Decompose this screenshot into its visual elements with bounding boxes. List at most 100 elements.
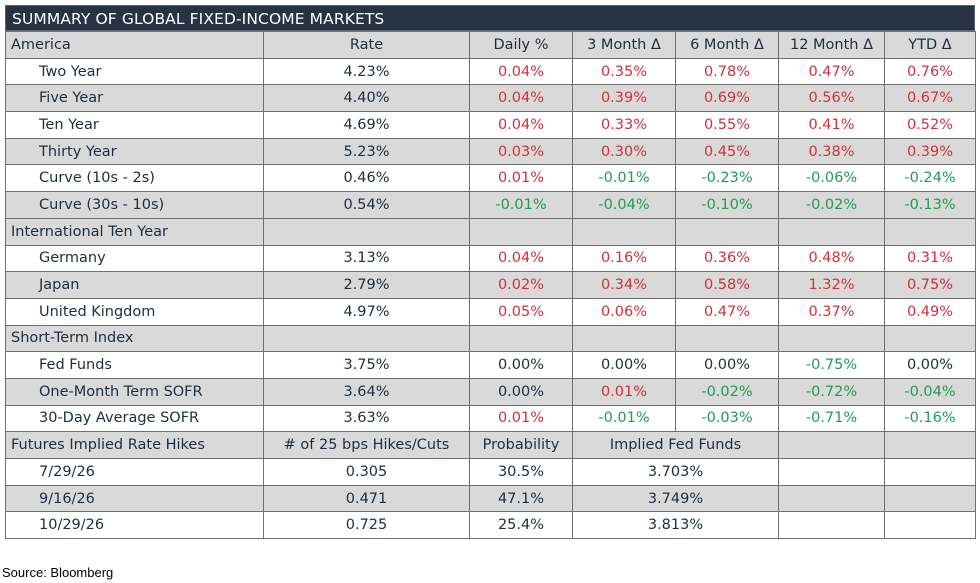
row-label: United Kingdom xyxy=(5,297,264,326)
change-cell: 0.04% xyxy=(469,84,573,113)
empty-cell xyxy=(884,484,976,513)
change-cell: -0.04% xyxy=(572,191,676,219)
change-cell: 0.45% xyxy=(675,137,779,166)
change-cell: -0.71% xyxy=(778,404,885,433)
column-header-daily: Daily % xyxy=(469,31,573,59)
rate-cell: 4.69% xyxy=(263,111,470,139)
change-cell: 0.56% xyxy=(778,84,885,113)
change-cell: -0.01% xyxy=(572,164,676,193)
change-cell: -0.10% xyxy=(675,191,779,219)
change-cell: 0.36% xyxy=(675,244,779,273)
change-cell: 0.00% xyxy=(675,351,779,379)
rate-cell: 0.54% xyxy=(263,191,470,219)
change-cell: -0.01% xyxy=(469,191,573,219)
column-header-implied-fed-funds: Implied Fed Funds xyxy=(572,431,779,459)
empty-cell xyxy=(778,458,885,486)
change-cell: 0.47% xyxy=(778,57,885,86)
futures-implied: 3.813% xyxy=(572,511,779,540)
change-cell: 0.06% xyxy=(572,297,676,326)
column-header-probability: Probability xyxy=(469,431,573,459)
table-title: SUMMARY OF GLOBAL FIXED-INCOME MARKETS xyxy=(5,5,975,31)
change-cell: -0.06% xyxy=(778,164,885,193)
change-cell: -0.01% xyxy=(572,404,676,433)
change-cell: 0.67% xyxy=(884,84,976,113)
table-row: Curve (10s - 2s) 0.46% 0.01% -0.01% -0.23% -0… xyxy=(5,164,976,193)
change-cell: 0.02% xyxy=(469,271,573,299)
table-row: Germany 3.13% 0.04% 0.16% 0.36% 0.48% 0.31% xyxy=(5,244,976,273)
section-label-international: International Ten Year xyxy=(5,217,264,246)
change-cell: 0.00% xyxy=(469,377,573,406)
section-label-futures: Futures Implied Rate Hikes xyxy=(5,431,264,459)
rate-cell: 2.79% xyxy=(263,271,470,299)
change-cell: 0.35% xyxy=(572,57,676,86)
change-cell: 0.69% xyxy=(675,84,779,113)
change-cell: 0.16% xyxy=(572,244,676,273)
rate-cell: 5.23% xyxy=(263,137,470,166)
change-cell: 0.01% xyxy=(469,404,573,433)
futures-rows: 7/29/26 0.305 30.5% 3.703% 9/16/26 0.471 47.1%… xyxy=(5,458,976,540)
futures-probability: 25.4% xyxy=(469,511,573,540)
rate-cell: 4.97% xyxy=(263,297,470,326)
rate-cell: 3.75% xyxy=(263,351,470,379)
change-cell: 0.04% xyxy=(469,57,573,86)
change-cell: 0.52% xyxy=(884,111,976,139)
change-cell: 0.38% xyxy=(778,137,885,166)
column-header-6-month: 6 Month Δ xyxy=(675,31,779,59)
row-label: Curve (10s - 2s) xyxy=(5,164,264,193)
column-header-ytd: YTD Δ xyxy=(884,31,976,59)
change-cell: -0.02% xyxy=(778,191,885,219)
change-cell: -0.02% xyxy=(675,377,779,406)
row-label: Japan xyxy=(5,271,264,299)
change-cell: -0.04% xyxy=(884,377,976,406)
futures-row: 9/16/26 0.471 47.1% 3.749% xyxy=(5,484,976,513)
change-cell: 0.48% xyxy=(778,244,885,273)
futures-date: 9/16/26 xyxy=(5,484,264,513)
table-row: Fed Funds 3.75% 0.00% 0.00% 0.00% -0.75% 0.00% xyxy=(5,351,976,379)
change-cell: 0.37% xyxy=(778,297,885,326)
table-row: 30-Day Average SOFR 3.63% 0.01% -0.01% -0.03… xyxy=(5,404,976,433)
empty-cell xyxy=(884,511,976,540)
rate-cell: 3.63% xyxy=(263,404,470,433)
row-label: Fed Funds xyxy=(5,351,264,379)
table-row: One-Month Term SOFR 3.64% 0.00% 0.01% -0.02%… xyxy=(5,377,976,406)
column-header-3-month: 3 Month Δ xyxy=(572,31,676,59)
change-cell: 0.55% xyxy=(675,111,779,139)
futures-hikes: 0.471 xyxy=(263,484,470,513)
rate-cell: 0.46% xyxy=(263,164,470,193)
change-cell: 0.04% xyxy=(469,244,573,273)
column-header-hikes: # of 25 bps Hikes/Cuts xyxy=(263,431,470,459)
futures-date: 10/29/26 xyxy=(5,511,264,540)
change-cell: 0.01% xyxy=(572,377,676,406)
change-cell: 0.05% xyxy=(469,297,573,326)
change-cell: 0.41% xyxy=(778,111,885,139)
rate-cell: 4.40% xyxy=(263,84,470,113)
change-cell: 0.30% xyxy=(572,137,676,166)
empty-cell xyxy=(778,511,885,540)
row-label: One-Month Term SOFR xyxy=(5,377,264,406)
row-label: Thirty Year xyxy=(5,137,264,166)
column-header-rate: Rate xyxy=(263,31,470,59)
change-cell: -0.24% xyxy=(884,164,976,193)
change-cell: 0.39% xyxy=(572,84,676,113)
futures-probability: 30.5% xyxy=(469,458,573,486)
table-row: Curve (30s - 10s) 0.54% -0.01% -0.04% -0.10%… xyxy=(5,191,976,219)
short-term-rows: Fed Funds 3.75% 0.00% 0.00% 0.00% -0.75% 0.00%… xyxy=(5,351,976,433)
change-cell: 0.00% xyxy=(884,351,976,379)
row-label: Two Year xyxy=(5,57,264,86)
change-cell: 0.39% xyxy=(884,137,976,166)
futures-row: 7/29/26 0.305 30.5% 3.703% xyxy=(5,458,976,486)
table-row: Five Year 4.40% 0.04% 0.39% 0.69% 0.56% 0.67% xyxy=(5,84,976,113)
futures-hikes: 0.305 xyxy=(263,458,470,486)
table-row: United Kingdom 4.97% 0.05% 0.06% 0.47% 0.37% 0… xyxy=(5,297,976,326)
international-rows: Germany 3.13% 0.04% 0.16% 0.36% 0.48% 0.31% Jap… xyxy=(5,244,976,326)
change-cell: 0.47% xyxy=(675,297,779,326)
short-term-header-row: Short-Term Index xyxy=(5,324,976,353)
markets-table: America Rate Daily % 3 Month Δ 6 Month Δ… xyxy=(5,31,976,540)
change-cell: -0.13% xyxy=(884,191,976,219)
change-cell: 0.58% xyxy=(675,271,779,299)
futures-probability: 47.1% xyxy=(469,484,573,513)
row-label: Ten Year xyxy=(5,111,264,139)
table-row: Two Year 4.23% 0.04% 0.35% 0.78% 0.47% 0.76% xyxy=(5,57,976,86)
section-label-america: America xyxy=(5,31,264,59)
change-cell: -0.16% xyxy=(884,404,976,433)
